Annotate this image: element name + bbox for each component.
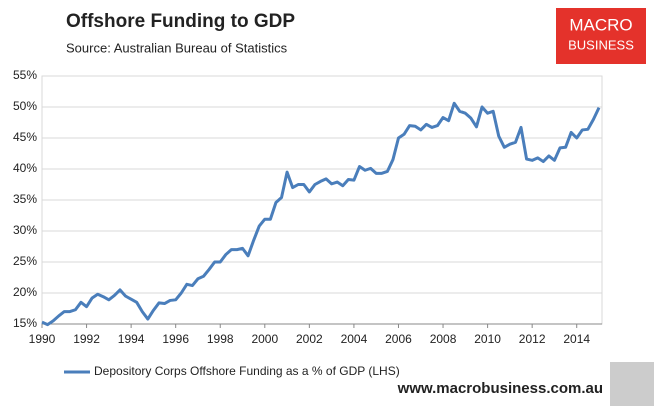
y-tick-label: 30% <box>13 223 37 237</box>
logo-box <box>556 8 646 64</box>
x-tick-label: 2002 <box>296 332 323 346</box>
y-tick-label: 15% <box>13 316 37 330</box>
x-tick-label: 2006 <box>385 332 412 346</box>
x-tick-label: 2004 <box>341 332 368 346</box>
chart-subtitle: Source: Australian Bureau of Statistics <box>66 40 288 55</box>
chart-title: Offshore Funding to GDP <box>66 11 295 32</box>
x-tick-label: 1992 <box>73 332 100 346</box>
x-tick-label: 2014 <box>563 332 590 346</box>
x-tick-label: 2008 <box>430 332 457 346</box>
x-tick-label: 2010 <box>474 332 501 346</box>
logo-text: BUSINESS <box>568 37 634 52</box>
logo-text: MACRO <box>569 15 632 34</box>
legend-label: Depository Corps Offshore Funding as a %… <box>94 364 400 378</box>
series-line <box>41 101 601 327</box>
x-tick-label: 2000 <box>251 332 278 346</box>
x-tick-label: 1990 <box>29 332 56 346</box>
x-tick-label: 1994 <box>118 332 145 346</box>
x-tick-label: 1996 <box>162 332 189 346</box>
y-tick-label: 35% <box>13 192 37 206</box>
website: www.macrobusiness.com.au <box>397 380 603 397</box>
y-tick-label: 40% <box>13 161 37 175</box>
x-tick-label: 1998 <box>207 332 234 346</box>
y-tick-label: 20% <box>13 285 37 299</box>
x-tick-label: 2012 <box>519 332 546 346</box>
y-tick-label: 25% <box>13 254 37 268</box>
logo-image <box>610 362 654 406</box>
y-tick-label: 55% <box>13 68 37 82</box>
y-tick-label: 50% <box>13 99 37 113</box>
y-tick-label: 45% <box>13 130 37 144</box>
